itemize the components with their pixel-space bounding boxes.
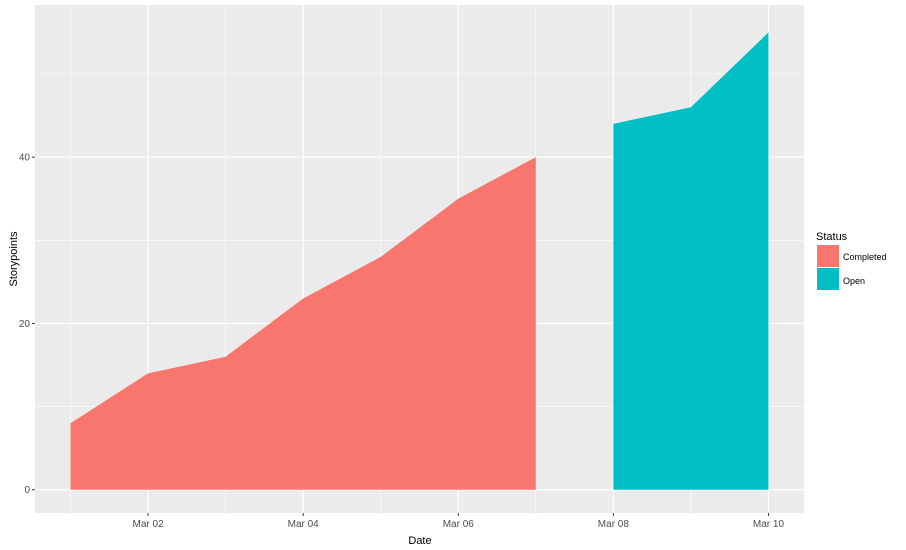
- y-axis-title: Storypoints: [8, 231, 20, 287]
- legend-title: Status: [816, 231, 848, 243]
- legend: Status Completed Open: [816, 231, 887, 290]
- x-tick-label: Mar 02: [133, 519, 165, 530]
- y-axis: 0 20 40: [19, 153, 35, 496]
- x-tick-label: Mar 06: [443, 519, 475, 530]
- legend-key-completed: [817, 245, 839, 267]
- x-axis-title: Date: [408, 535, 431, 547]
- legend-label-open: Open: [843, 276, 865, 286]
- area-series: [70, 32, 769, 490]
- y-tick-label: 0: [24, 485, 30, 496]
- x-axis: Mar 02 Mar 04 Mar 06 Mar 08 Mar 10: [133, 513, 785, 530]
- y-tick-label: 40: [19, 153, 31, 164]
- x-tick-label: Mar 08: [598, 519, 630, 530]
- area-open: [613, 32, 769, 490]
- area-completed: [70, 157, 536, 490]
- legend-label-completed: Completed: [843, 252, 887, 262]
- legend-key-open: [817, 268, 839, 290]
- x-tick-label: Mar 10: [753, 519, 785, 530]
- x-tick-label: Mar 04: [288, 519, 320, 530]
- y-tick-label: 20: [19, 319, 31, 330]
